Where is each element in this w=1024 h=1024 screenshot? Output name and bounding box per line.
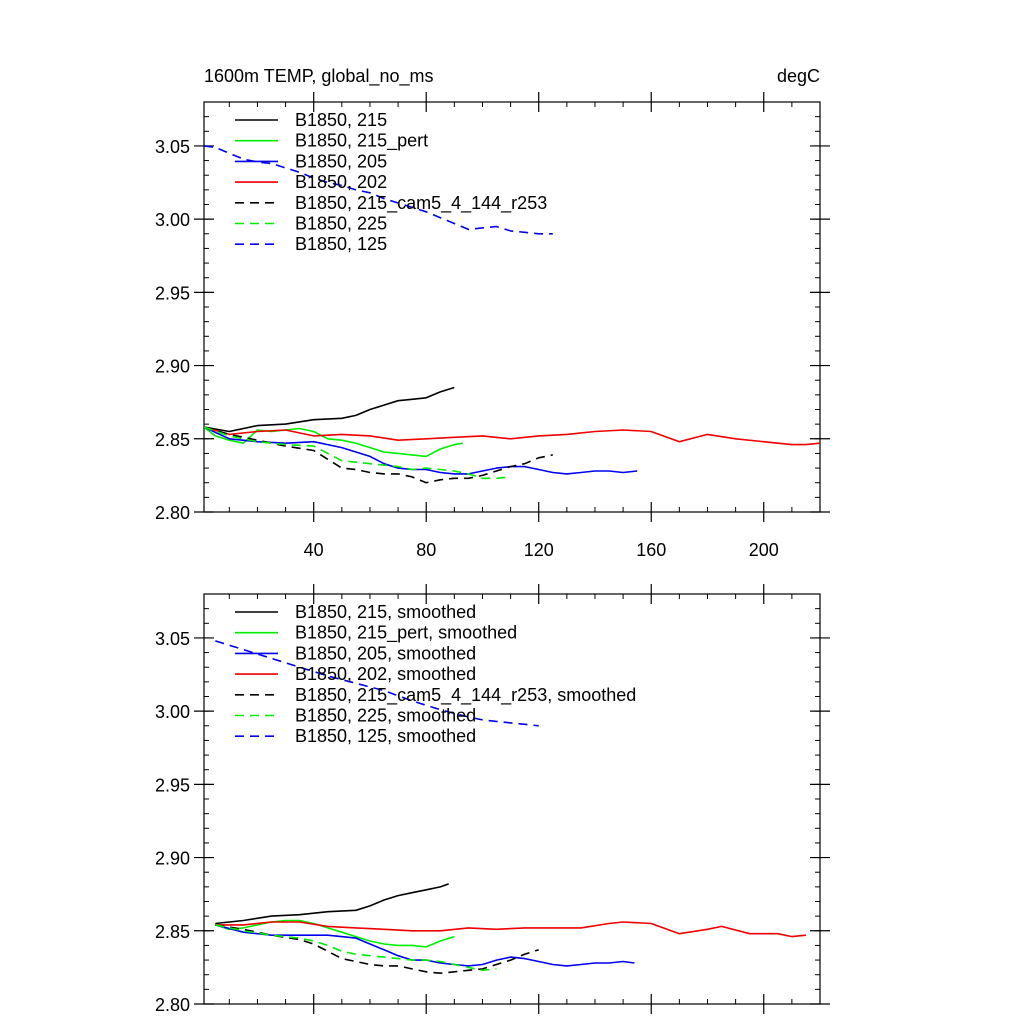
x-tick-label: 40 [304, 540, 324, 560]
y-tick-label: 2.80 [155, 995, 190, 1015]
series-line-b1850-125 [204, 145, 553, 235]
x-tick-label: 160 [636, 540, 666, 560]
legend-label: B1850, 215, smoothed [295, 602, 476, 622]
legend-label: B1850, 215 [295, 110, 387, 130]
chart-title: 1600m TEMP, global_no_ms [204, 66, 433, 87]
series-line-b1850-215-cam5-4-144-r253 [204, 426, 553, 484]
bottom-plot: 2.80 2.85 2.90 2.95 3.00 3.05 B1850, 215, smoo… [155, 584, 830, 1015]
series-lines [215, 640, 806, 975]
series-lines [204, 145, 820, 484]
x-tick-label: 120 [524, 540, 554, 560]
legend-label: B1850, 215_cam5_4_144_r253, smoothed [295, 685, 636, 706]
series-line-b1850-215-pert-smoothed [215, 919, 455, 948]
y-tick-label: 2.85 [155, 430, 190, 450]
legend-label: B1850, 205, smoothed [295, 643, 476, 663]
series-line-b1850-215-smoothed [215, 883, 449, 925]
series-line-b1850-202 [204, 426, 820, 446]
series-line-b1850-205-smoothed [215, 924, 635, 967]
legend-label: B1850, 202, smoothed [295, 664, 476, 684]
legend-label: B1850, 125, smoothed [295, 726, 476, 746]
legend-label: B1850, 125 [295, 234, 387, 254]
y-tick-label: 3.05 [155, 629, 190, 649]
series-line-b1850-225-smoothed [215, 924, 497, 972]
legend-label: B1850, 202 [295, 172, 387, 192]
series-line-b1850-225 [204, 426, 511, 480]
series-line-b1850-202-smoothed [215, 921, 806, 938]
series-line-b1850-215-pert [204, 426, 463, 458]
legend-label: B1850, 215_cam5_4_144_r253 [295, 193, 547, 214]
y-tick-label: 2.90 [155, 357, 190, 377]
y-tick-label: 2.95 [155, 283, 190, 303]
legend-label: B1850, 205 [295, 151, 387, 171]
series-line-b1850-125-smoothed [215, 640, 539, 727]
y-tick-label: 2.80 [155, 503, 190, 523]
units-label: degC [777, 66, 820, 86]
y-tick-label: 3.00 [155, 702, 190, 722]
y-tick-label: 2.85 [155, 922, 190, 942]
y-tick-label: 3.00 [155, 210, 190, 230]
series-line-b1850-205 [204, 426, 638, 475]
y-tick-label: 3.05 [155, 137, 190, 157]
series-line-b1850-215-cam5-4-144-r253-smoothed [215, 924, 539, 975]
legend-label: B1850, 225, smoothed [295, 706, 476, 726]
x-tick-label: 80 [416, 540, 436, 560]
y-tick-label: 2.90 [155, 849, 190, 869]
top-plot: 2.80 2.85 2.90 2.95 3.00 3.05 40 80 120 160 200 160… [155, 66, 830, 560]
x-tick-label: 200 [749, 540, 779, 560]
legend-label: B1850, 215_pert, smoothed [295, 623, 517, 644]
y-tick-label: 2.95 [155, 775, 190, 795]
series-line-b1850-215 [204, 386, 455, 433]
legend-label: B1850, 215_pert [295, 131, 428, 152]
legend-label: B1850, 225 [295, 214, 387, 234]
